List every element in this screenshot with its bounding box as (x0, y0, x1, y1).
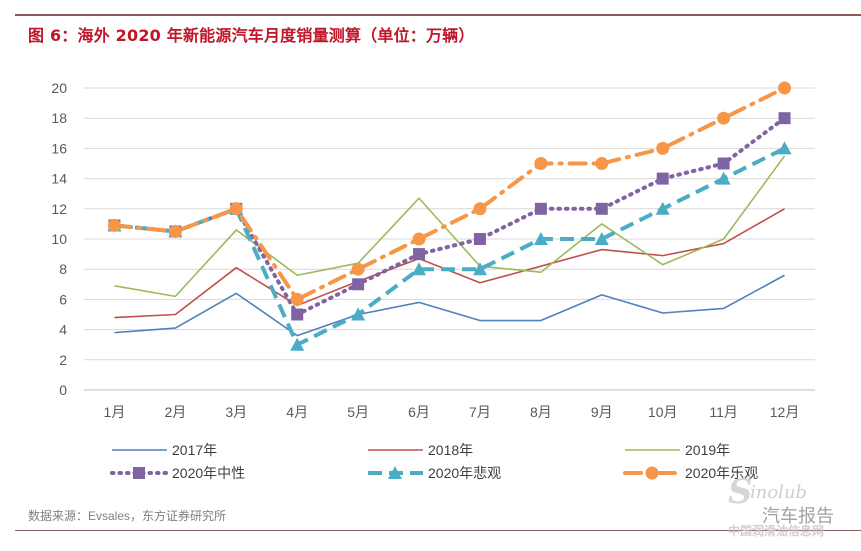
legend-label: 2020年悲观 (428, 465, 501, 481)
x-tick-label: 4月 (286, 404, 308, 420)
y-tick-label: 4 (59, 322, 67, 338)
marker-triangle (412, 262, 427, 276)
y-tick-label: 8 (59, 261, 67, 277)
marker-triangle (533, 232, 548, 245)
series-1 (114, 274, 785, 337)
marker-square (595, 202, 608, 215)
marker-circle (473, 202, 487, 216)
legend-label: 2018年 (428, 442, 473, 458)
legend-label: 2019年 (685, 442, 730, 458)
y-tick-label: 6 (59, 291, 67, 307)
marker-circle (107, 218, 121, 232)
chart-title: 图 6：海外 2020 年新能源汽车月度销量测算（单位：万辆） (28, 26, 475, 45)
marker-triangle (655, 201, 670, 215)
x-tick-label: 10月 (648, 404, 678, 420)
marker-triangle (388, 466, 402, 479)
marker-square (656, 172, 669, 185)
marker-square (473, 233, 486, 245)
x-tick-label: 9月 (591, 404, 613, 420)
marker-circle (534, 157, 548, 170)
marker-triangle (777, 141, 792, 155)
x-tick-label: 5月 (347, 404, 369, 420)
y-tick-label: 14 (51, 171, 67, 187)
series-group (107, 81, 792, 351)
marker-triangle (472, 262, 487, 276)
marker-circle (290, 292, 304, 306)
legend-item: 2020年中性 (110, 465, 245, 481)
watermark-site: 中国润滑油信息网 (728, 524, 825, 538)
marker-triangle (290, 337, 305, 351)
series-3 (114, 155, 786, 298)
y-tick-label: 12 (51, 201, 67, 217)
legend-item: 2019年 (625, 442, 730, 458)
y-tick-label: 2 (59, 352, 67, 368)
x-tick-label: 6月 (408, 404, 430, 420)
series-2 (114, 208, 785, 319)
marker-square (413, 248, 426, 261)
marker-triangle (594, 232, 609, 245)
marker-square (778, 112, 791, 125)
marker-square (291, 308, 304, 321)
series-line (112, 86, 787, 302)
y-tick-label: 0 (59, 382, 67, 398)
y-tick-label: 10 (51, 231, 67, 247)
legend-item: 2018年 (368, 442, 473, 458)
watermark-report: 汽车报告 (762, 506, 834, 527)
y-tick-label: 20 (51, 80, 67, 96)
y-tick-label: 18 (51, 110, 67, 126)
legend-label: 2020年乐观 (685, 465, 758, 481)
x-tick-label: 11月 (709, 404, 738, 420)
marker-circle (412, 232, 426, 246)
series-6 (107, 81, 792, 306)
gridlines (84, 87, 815, 391)
series-line (114, 274, 785, 337)
data-source-note: 数据来源：Evsales，东方证券研究所 (28, 509, 227, 523)
x-tick-label: 7月 (469, 404, 491, 420)
marker-circle (656, 141, 670, 155)
series-line (114, 155, 786, 298)
legend-item: 2020年悲观 (368, 465, 501, 481)
marker-triangle (716, 171, 731, 185)
marker-circle (168, 224, 182, 238)
marker-circle (645, 466, 659, 480)
watermark-logo: S inolub 汽车报告 中国润滑油信息网 (720, 472, 850, 538)
legend-label: 2017年 (172, 442, 217, 458)
marker-square (534, 202, 547, 215)
marker-circle (717, 111, 731, 125)
marker-circle (351, 262, 365, 276)
marker-square (133, 467, 145, 479)
x-tick-label: 8月 (530, 404, 552, 420)
watermark-brand: inolub (750, 482, 808, 503)
series-4 (108, 112, 791, 321)
x-tick-label: 12月 (770, 404, 800, 420)
y-axis-ticks: 0 2 4 6 8 10 12 14 16 18 20 (51, 80, 67, 398)
x-axis-ticks: 1月 2月 3月 4月 5月 6月 7月 8月 9月 10月 11月 12月 (104, 404, 800, 420)
legend-item: 2020年乐观 (623, 465, 758, 481)
legend: 2017年 2018年 2019年 2020年中性 2020年悲观 2020年乐观 (110, 442, 758, 481)
marker-circle (778, 81, 792, 95)
marker-square (352, 278, 365, 291)
marker-circle (595, 157, 609, 170)
legend-item: 2017年 (112, 442, 217, 458)
top-divider (15, 14, 861, 16)
series-line (114, 208, 785, 319)
y-tick-label: 16 (51, 140, 67, 156)
watermark-letter: S (728, 472, 753, 512)
marker-square (717, 157, 730, 170)
bottom-divider (15, 530, 861, 531)
legend-label: 2020年中性 (172, 465, 245, 481)
x-tick-label: 3月 (225, 404, 247, 420)
marker-circle (229, 202, 243, 216)
x-tick-label: 2月 (164, 404, 186, 420)
x-tick-label: 1月 (104, 404, 126, 420)
marker-triangle (351, 307, 366, 321)
